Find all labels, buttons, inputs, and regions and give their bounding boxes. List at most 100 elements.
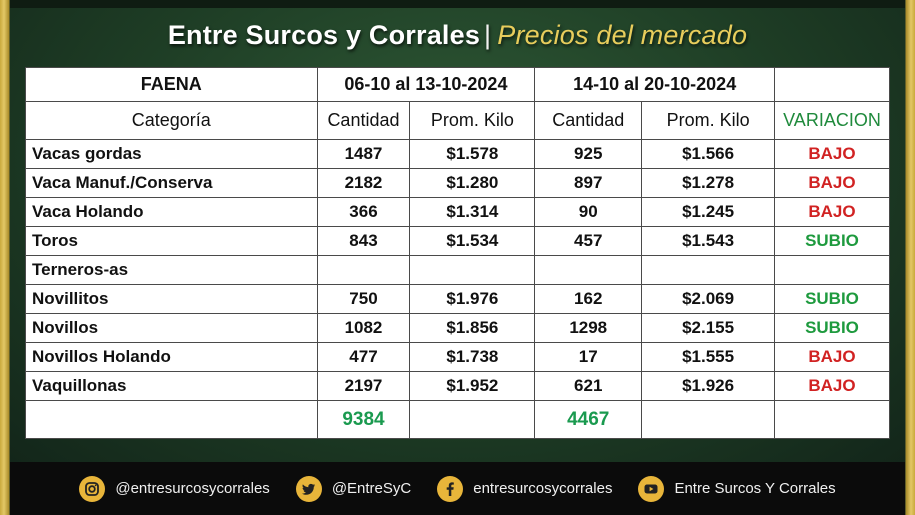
row-cantidad2: 90 — [534, 197, 643, 227]
row-variacion: BAJO — [773, 197, 891, 227]
row-categoria: Vaquillonas — [25, 371, 318, 401]
row-categoria: Vacas gordas — [25, 139, 318, 169]
gold-frame-right — [905, 0, 915, 515]
row-variacion — [773, 255, 891, 285]
row-categoria: Novillos — [25, 313, 318, 343]
row-categoria: Vaca Holando — [25, 197, 318, 227]
row-cantidad1: 2197 — [316, 371, 411, 401]
row-variacion: SUBIO — [773, 284, 891, 314]
row-prom2: $1.566 — [641, 139, 775, 169]
row-prom2: $1.555 — [641, 342, 775, 372]
title-main: Entre Surcos y Corrales — [167, 20, 481, 50]
row-cantidad2: 162 — [534, 284, 643, 314]
row-variacion: BAJO — [773, 371, 891, 401]
row-cantidad1: 843 — [316, 226, 411, 256]
row-categoria: Vaca Manuf./Conserva — [25, 168, 318, 198]
social-footer: @entresurcosycorrales @EntreSyC entresur… — [10, 462, 905, 515]
table-row: Novillos 1082 $1.856 1298 $2.155 SUBIO — [25, 313, 891, 343]
total-cantidad2: 4467 — [534, 400, 643, 439]
row-prom2: $2.069 — [641, 284, 775, 314]
col-categoria: Categoría — [25, 101, 318, 140]
row-cantidad2: 621 — [534, 371, 643, 401]
row-cantidad1: 477 — [316, 342, 411, 372]
row-cantidad2: 897 — [534, 168, 643, 198]
row-cantidad2: 925 — [534, 139, 643, 169]
totals-empty-cell — [773, 400, 891, 439]
twitter-handle: @EntreSyC — [331, 480, 412, 497]
row-categoria: Terneros-as — [25, 255, 318, 285]
table-row: Novillitos 750 $1.976 162 $2.069 SUBIO — [25, 284, 891, 314]
row-cantidad2: 457 — [534, 226, 643, 256]
col-prom1: Prom. Kilo — [409, 101, 536, 140]
instagram-handle: @entresurcosycorrales — [115, 480, 270, 497]
facebook-icon — [437, 475, 464, 502]
totals-empty-cell — [641, 400, 775, 439]
title-subtitle: Precios del mercado — [497, 20, 748, 50]
row-categoria: Toros — [25, 226, 318, 256]
row-prom2 — [641, 255, 775, 285]
row-variacion: SUBIO — [773, 313, 891, 343]
table-row-totals: 9384 4467 — [25, 400, 891, 439]
row-prom1: $1.578 — [409, 139, 536, 169]
row-prom1: $1.314 — [409, 197, 536, 227]
table-body: Vacas gordas 1487 $1.578 925 $1.566 BAJO Vaca … — [25, 139, 891, 401]
row-prom1: $1.952 — [409, 371, 536, 401]
table-row: Vacas gordas 1487 $1.578 925 $1.566 BAJO — [25, 139, 891, 169]
row-prom1: $1.856 — [409, 313, 536, 343]
row-cantidad1: 1082 — [316, 313, 411, 343]
twitter-icon — [295, 475, 322, 502]
row-prom2: $1.278 — [641, 168, 775, 198]
empty-header-cell — [773, 67, 891, 102]
table-header-periods: FAENA 06-10 al 13-10-2024 14-10 al 20-10… — [25, 67, 891, 102]
row-variacion: BAJO — [773, 168, 891, 198]
row-prom2: $1.926 — [641, 371, 775, 401]
row-cantidad1: 2182 — [316, 168, 411, 198]
row-cantidad2: 17 — [534, 342, 643, 372]
row-prom1 — [409, 255, 536, 285]
row-categoria: Novillos Holando — [25, 342, 318, 372]
top-band — [10, 0, 905, 8]
market-prices-table: FAENA 06-10 al 13-10-2024 14-10 al 20-10… — [25, 67, 891, 439]
instagram-link[interactable]: @entresurcosycorrales — [79, 475, 270, 502]
row-variacion: BAJO — [773, 342, 891, 372]
row-prom1: $1.738 — [409, 342, 536, 372]
totals-label-cell — [25, 400, 318, 439]
row-variacion: SUBIO — [773, 226, 891, 256]
row-cantidad1: 366 — [316, 197, 411, 227]
row-prom2: $2.155 — [641, 313, 775, 343]
period2-label: 14-10 al 20-10-2024 — [534, 67, 775, 102]
table-row: Vaca Holando 366 $1.314 90 $1.245 BAJO — [25, 197, 891, 227]
table-row: Vaca Manuf./Conserva 2182 $1.280 897 $1.278 B… — [25, 168, 891, 198]
title-separator: | — [484, 20, 492, 50]
row-categoria: Novillitos — [25, 284, 318, 314]
youtube-link[interactable]: Entre Surcos Y Corrales — [638, 475, 836, 502]
row-variacion: BAJO — [773, 139, 891, 169]
facebook-handle: entresurcosycorrales — [473, 480, 613, 497]
table-row: Toros 843 $1.534 457 $1.543 SUBIO — [25, 226, 891, 256]
totals-empty-cell — [409, 400, 536, 439]
total-cantidad1: 9384 — [316, 400, 411, 439]
col-cantidad1: Cantidad — [316, 101, 411, 140]
table-row: Vaquillonas 2197 $1.952 621 $1.926 BAJO — [25, 371, 891, 401]
row-cantidad1: 1487 — [316, 139, 411, 169]
twitter-link[interactable]: @EntreSyC — [295, 475, 412, 502]
youtube-channel: Entre Surcos Y Corrales — [674, 480, 836, 497]
row-prom1: $1.280 — [409, 168, 536, 198]
table-header-columns: Categoría Cantidad Prom. Kilo Cantidad P… — [25, 101, 891, 140]
row-prom2: $1.543 — [641, 226, 775, 256]
col-prom2: Prom. Kilo — [641, 101, 775, 140]
row-prom1: $1.534 — [409, 226, 536, 256]
row-cantidad2: 1298 — [534, 313, 643, 343]
youtube-icon — [638, 475, 665, 502]
facebook-link[interactable]: entresurcosycorrales — [437, 475, 613, 502]
table-row: Terneros-as — [25, 255, 891, 285]
row-cantidad1 — [316, 255, 411, 285]
page-title: Entre Surcos y Corrales | Precios del merc… — [0, 20, 915, 51]
col-cantidad2: Cantidad — [534, 101, 643, 140]
instagram-icon — [79, 475, 106, 502]
row-prom2: $1.245 — [641, 197, 775, 227]
table-row: Novillos Holando 477 $1.738 17 $1.555 BAJO — [25, 342, 891, 372]
row-prom1: $1.976 — [409, 284, 536, 314]
period1-label: 06-10 al 13-10-2024 — [316, 67, 536, 102]
row-cantidad1: 750 — [316, 284, 411, 314]
